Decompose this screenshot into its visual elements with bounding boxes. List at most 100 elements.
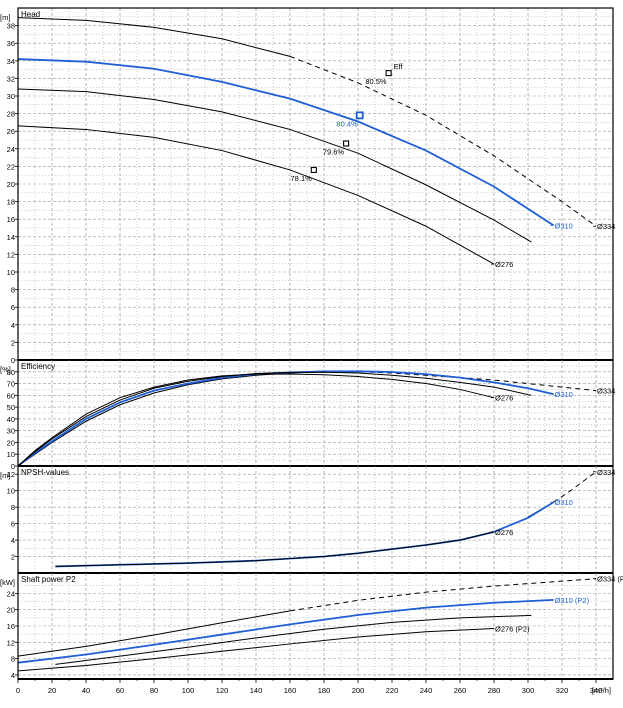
series-selected-curve bbox=[17, 58, 554, 227]
y-tick-label: 30 bbox=[7, 92, 15, 101]
series-label: Ø334 (P2) bbox=[597, 575, 623, 584]
x-tick-label: 300 bbox=[522, 686, 535, 695]
series-curve bbox=[17, 610, 291, 657]
series-label: Ø276 (P2) bbox=[495, 624, 530, 633]
y-tick-label: 6 bbox=[11, 520, 15, 529]
y-tick-label: 40 bbox=[7, 415, 15, 424]
x-tick-label: 320 bbox=[556, 686, 569, 695]
y-axis-label: [kW] bbox=[0, 578, 15, 587]
y-tick-label: 6 bbox=[11, 303, 15, 312]
x-tick-label: 0 bbox=[16, 686, 20, 695]
y-tick-label: 16 bbox=[7, 622, 15, 631]
y-tick-label: 8 bbox=[11, 655, 15, 664]
series-label: Ø334 bbox=[597, 387, 615, 396]
series-curve bbox=[17, 627, 495, 672]
y-tick-label: 8 bbox=[11, 503, 15, 512]
y-tick-label: 12 bbox=[7, 470, 15, 479]
series-label: Ø334 bbox=[597, 468, 615, 477]
y-tick-label: 10 bbox=[7, 487, 15, 496]
panel-title: Efficiency bbox=[21, 362, 55, 371]
y-axis-label: [%] bbox=[0, 365, 11, 374]
series-label: Ø310 bbox=[555, 221, 573, 230]
y-tick-label: 14 bbox=[7, 233, 15, 242]
panel-title: Shaft power P2 bbox=[21, 575, 76, 584]
efficiency-point-label: 79.6% bbox=[323, 148, 345, 157]
series-curve-dashed bbox=[553, 471, 597, 503]
x-tick-label: 60 bbox=[116, 686, 124, 695]
y-tick-label: 4 bbox=[11, 671, 15, 680]
series-label: Ø276 bbox=[495, 394, 513, 403]
y-tick-label: 2 bbox=[11, 338, 15, 347]
x-tick-label: 160 bbox=[284, 686, 297, 695]
series-curve bbox=[17, 88, 532, 243]
y-tick-label: 20 bbox=[7, 438, 15, 447]
x-tick-label: 240 bbox=[420, 686, 433, 695]
efficiency-point-label: 80.5% bbox=[365, 77, 387, 86]
series-curve bbox=[17, 373, 495, 467]
x-tick-label: 120 bbox=[216, 686, 229, 695]
y-tick-label: 36 bbox=[7, 39, 15, 48]
series-label: Ø310 (P2) bbox=[555, 596, 590, 605]
y-tick-label: 80 bbox=[7, 368, 15, 377]
y-tick-label: 18 bbox=[7, 198, 15, 207]
y-tick-label: 16 bbox=[7, 215, 15, 224]
y-tick-label: 10 bbox=[7, 450, 15, 459]
y-tick-label: 12 bbox=[7, 638, 15, 647]
series-curve-dashed bbox=[289, 55, 597, 227]
y-tick-label: 20 bbox=[7, 180, 15, 189]
x-axis-unit: [m³/h] bbox=[592, 686, 611, 695]
point-label: Eff bbox=[394, 62, 404, 71]
series-curve bbox=[55, 614, 532, 665]
series-selected-curve bbox=[17, 599, 554, 664]
y-axis-label: [m] bbox=[0, 471, 10, 480]
chart-frame bbox=[17, 7, 614, 680]
series-curve bbox=[55, 531, 495, 567]
y-tick-label: 12 bbox=[7, 250, 15, 259]
y-tick-label: 0 bbox=[11, 356, 15, 365]
y-tick-label: 34 bbox=[7, 57, 15, 66]
y-tick-label: 32 bbox=[7, 74, 15, 83]
x-tick-label: 100 bbox=[182, 686, 195, 695]
y-tick-label: 70 bbox=[7, 380, 15, 389]
series-label: Ø310 bbox=[555, 390, 573, 399]
y-tick-label: 24 bbox=[7, 589, 15, 598]
y-tick-label: 50 bbox=[7, 403, 15, 412]
series-curve bbox=[17, 17, 291, 57]
efficiency-point-marker bbox=[355, 111, 364, 120]
y-tick-label: 0 bbox=[11, 462, 15, 471]
x-tick-label: 260 bbox=[454, 686, 467, 695]
y-tick-label: 38 bbox=[7, 22, 15, 31]
y-tick-label: 4 bbox=[11, 321, 15, 330]
series-label: Ø276 bbox=[495, 260, 513, 269]
x-tick-label: 340 bbox=[590, 686, 603, 695]
efficiency-point-label: 78.1% bbox=[291, 174, 313, 183]
efficiency-point-marker bbox=[385, 70, 392, 77]
y-tick-label: 22 bbox=[7, 162, 15, 171]
series-label: Ø334 bbox=[597, 222, 615, 231]
series-curve bbox=[17, 125, 495, 265]
y-tick-label: 26 bbox=[7, 127, 15, 136]
x-tick-label: 180 bbox=[318, 686, 331, 695]
y-tick-label: 24 bbox=[7, 145, 15, 154]
x-tick-label: 280 bbox=[488, 686, 501, 695]
x-tick-label: 200 bbox=[352, 686, 365, 695]
panel-title: NPSH-values bbox=[21, 468, 69, 477]
efficiency-point-label: 80.4% bbox=[336, 119, 358, 128]
panel-title: Head bbox=[21, 10, 40, 19]
series-label: Ø276 bbox=[495, 528, 513, 537]
y-tick-label: 10 bbox=[7, 268, 15, 277]
y-tick-label: 2 bbox=[11, 553, 15, 562]
series-label: Ø310 bbox=[555, 498, 573, 507]
x-tick-label: 20 bbox=[48, 686, 56, 695]
y-tick-label: 4 bbox=[11, 536, 15, 545]
y-axis-label: [m] bbox=[0, 13, 10, 22]
x-tick-label: 220 bbox=[386, 686, 399, 695]
y-tick-label: 30 bbox=[7, 427, 15, 436]
y-tick-label: 28 bbox=[7, 110, 15, 119]
efficiency-point-marker bbox=[310, 166, 317, 173]
series-curve bbox=[17, 371, 532, 467]
y-tick-label: 20 bbox=[7, 606, 15, 615]
x-tick-label: 140 bbox=[250, 686, 263, 695]
x-tick-label: 40 bbox=[82, 686, 90, 695]
